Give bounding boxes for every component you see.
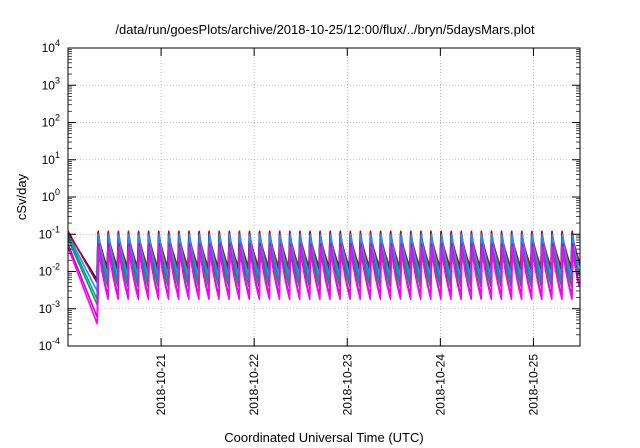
y-axis: 10-4 10-3 10-2 10-1 100 101 102 103 104: [39, 38, 580, 353]
y-axis-label: cSv/day: [14, 173, 29, 220]
x-tick-label: 2018-10-23: [340, 354, 354, 416]
y-tick-label: 10-4: [39, 336, 60, 353]
grid: [68, 48, 580, 346]
y-tick-label: 104: [42, 38, 60, 55]
x-tick-label: 2018-10-21: [154, 354, 168, 416]
x-axis: 2018-10-21 2018-10-22 2018-10-23 2018-10-24…: [154, 48, 540, 415]
x-axis-label: Coordinated Universal Time (UTC): [224, 430, 423, 445]
y-tick-label: 10-1: [39, 224, 60, 241]
y-tick-label: 103: [42, 75, 60, 92]
chart-title: /data/run/goesPlots/archive/2018-10-25/1…: [115, 22, 535, 37]
y-tick-label: 10-2: [39, 262, 60, 279]
x-tick-label: 2018-10-24: [433, 354, 447, 416]
x-tick-label: 2018-10-22: [247, 354, 261, 416]
series-line: [67, 233, 580, 292]
y-tick-label: 100: [42, 187, 60, 204]
y-tick-label: 102: [42, 113, 60, 130]
x-tick-label: 2018-10-25: [526, 354, 540, 416]
series-line: [67, 246, 580, 325]
series-group: [67, 230, 581, 325]
y-tick-label: 10-3: [39, 299, 60, 316]
y-tick-label: 101: [42, 150, 60, 167]
